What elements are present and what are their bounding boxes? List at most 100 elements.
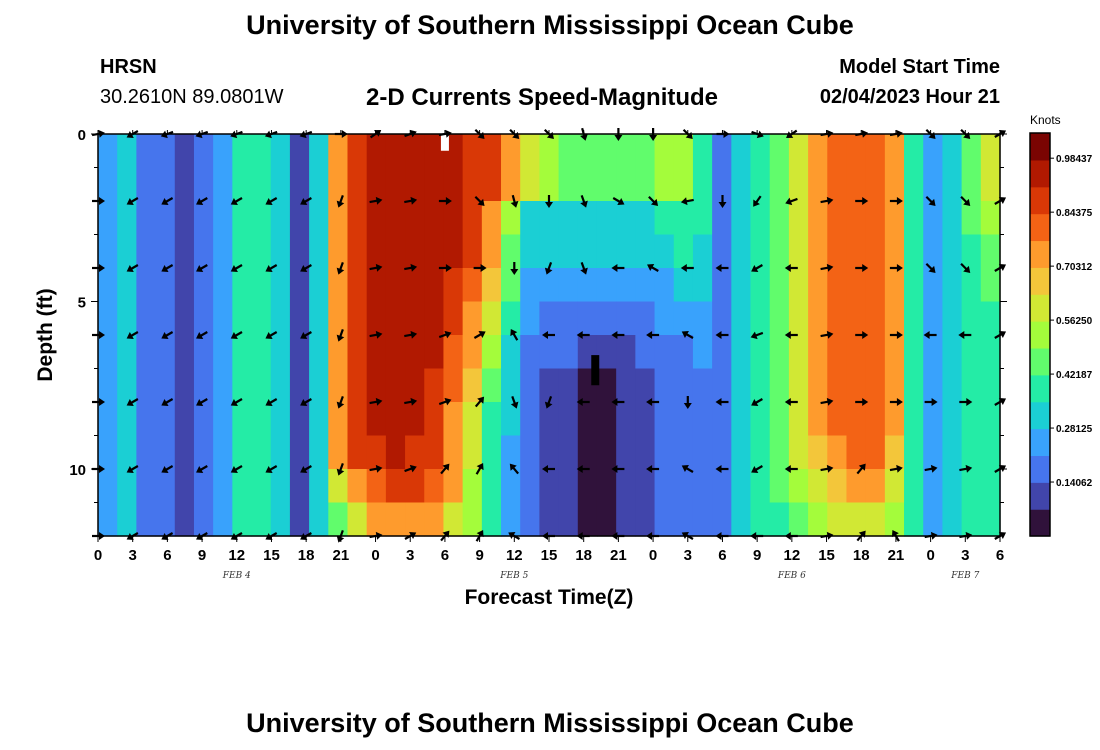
heatmap-cell: [558, 435, 579, 470]
current-arrow: [576, 398, 590, 406]
heatmap-cell: [904, 502, 924, 537]
heatmap-cell: [980, 201, 1001, 236]
heatmap-cell: [117, 134, 137, 169]
heatmap-cell: [117, 435, 137, 470]
colorbar-swatch: [1030, 401, 1050, 430]
heatmap-cell: [174, 435, 195, 470]
heatmap-cell: [846, 335, 867, 370]
current-arrow: [889, 331, 903, 339]
heatmap-cell: [366, 502, 387, 537]
heatmap-cell: [501, 435, 521, 470]
heatmap-cell: [289, 435, 310, 470]
heatmap-cell: [443, 201, 464, 236]
heatmap-cell: [405, 402, 425, 437]
current-arrow: [404, 263, 418, 272]
heatmap-cell: [577, 134, 598, 169]
heatmap-cell: [596, 234, 617, 269]
heatmap-cell: [769, 234, 790, 269]
heatmap-cell: [155, 167, 176, 202]
heatmap-cell: [942, 301, 963, 336]
heatmap-cell: [788, 268, 809, 303]
heatmap-cell: [232, 234, 253, 269]
heatmap-cell: [232, 469, 253, 504]
heatmap-markers: [440, 134, 600, 386]
y-tick-label: 5: [78, 295, 86, 312]
heatmap-cell: [155, 402, 176, 437]
heatmap-cell: [942, 268, 963, 303]
heatmap-cell: [385, 502, 406, 537]
heatmap-cell: [827, 201, 848, 236]
heatmap-cell: [443, 402, 464, 437]
colorbar-swatch: [1030, 482, 1050, 510]
heatmap-cell: [596, 402, 617, 437]
heatmap-cell: [884, 301, 905, 336]
heatmap-cell: [692, 201, 713, 236]
heatmap-cell: [596, 435, 617, 470]
heatmap-cell: [654, 469, 675, 504]
heatmap-cell: [635, 402, 656, 437]
heatmap-cell: [405, 301, 425, 336]
heatmap-cell: [616, 301, 636, 336]
heatmap-cell: [961, 502, 982, 537]
heatmap-cell: [904, 134, 924, 169]
heatmap-cell: [501, 268, 521, 303]
current-arrow: [784, 398, 798, 406]
heatmap-cell: [788, 301, 809, 336]
heatmap-cell: [347, 201, 368, 236]
heatmap-cell: [347, 368, 368, 403]
heatmap-cell: [443, 435, 464, 470]
heatmap-cell: [136, 268, 157, 303]
heatmap-cell: [366, 301, 387, 336]
heatmap-cell: [827, 268, 848, 303]
current-arrow: [959, 398, 973, 406]
x-tick-label: 12: [228, 547, 245, 564]
current-arrow: [230, 264, 243, 272]
heatmap-cell: [731, 268, 752, 303]
current-arrow: [612, 197, 625, 205]
heatmap-cell: [98, 502, 118, 537]
heatmap-cell: [788, 167, 809, 202]
heatmap-cell: [98, 335, 118, 370]
x-tick-label: 6: [718, 547, 726, 564]
colorbar-swatch: [1030, 159, 1050, 188]
heatmap-cell: [923, 502, 944, 537]
x-tick-label: 0: [926, 547, 934, 564]
current-arrow: [611, 398, 625, 406]
heatmap-cell: [366, 368, 387, 403]
current-arrow: [925, 262, 936, 273]
heatmap-cell: [405, 268, 425, 303]
current-arrow: [889, 398, 903, 406]
heatmap-cell: [481, 435, 502, 470]
heatmap-cell: [712, 234, 732, 269]
heatmap-cell: [481, 335, 502, 370]
heatmap-cell: [424, 502, 445, 537]
x-tick-label: 9: [198, 547, 206, 564]
heatmap-cell: [424, 469, 445, 504]
current-arrow: [336, 194, 345, 208]
current-arrow: [265, 465, 278, 473]
heatmap-cell: [884, 502, 905, 537]
heatmap-cell: [405, 335, 425, 370]
heatmap-cell: [328, 335, 349, 370]
heatmap-cell: [808, 201, 828, 236]
colorbar-tick-label: 0.70312: [1056, 262, 1093, 273]
heatmap-cell: [136, 368, 157, 403]
heatmap-cell: [827, 301, 848, 336]
date-label: FEB 4: [222, 571, 251, 581]
current-arrow: [126, 331, 139, 339]
heatmap-cell: [884, 435, 905, 470]
heatmap-cell: [98, 234, 118, 269]
colorbar-tick-label: 0.56250: [1056, 316, 1093, 327]
current-arrow: [126, 264, 139, 272]
current-arrow: [300, 398, 312, 406]
heatmap-cell: [520, 134, 540, 169]
heatmap-cell: [769, 301, 790, 336]
heatmap-cell: [270, 469, 291, 504]
heatmap-cell: [865, 234, 886, 269]
heatmap-cell: [769, 435, 790, 470]
x-tick-label: 3: [406, 547, 414, 564]
heatmap-cell: [904, 167, 924, 202]
heatmap-cell: [577, 201, 598, 236]
heatmap-cell: [213, 167, 233, 202]
heatmap-cell: [961, 402, 982, 437]
